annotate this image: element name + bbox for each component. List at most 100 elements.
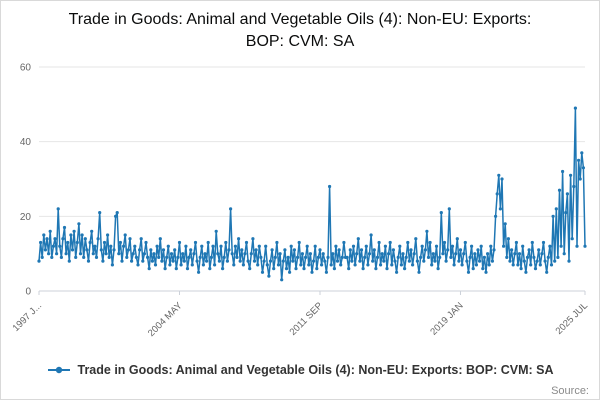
data-point-marker	[217, 259, 221, 263]
data-point-marker	[246, 259, 250, 263]
data-point-marker	[551, 214, 555, 218]
data-point-marker	[492, 248, 496, 252]
data-point-marker	[457, 259, 461, 263]
data-point-marker	[120, 259, 124, 263]
y-axis-tick-label: 40	[20, 137, 32, 148]
data-point-marker	[318, 248, 322, 252]
data-point-marker	[300, 252, 304, 256]
data-point-marker	[326, 255, 330, 259]
data-point-marker	[516, 263, 520, 267]
data-point-marker	[179, 263, 183, 267]
data-point-marker	[347, 267, 351, 271]
data-point-marker	[366, 263, 370, 267]
data-point-marker	[503, 222, 507, 226]
data-point-marker	[479, 244, 483, 248]
data-point-marker	[192, 252, 196, 256]
data-point-marker	[78, 252, 83, 256]
data-point-marker	[345, 255, 349, 259]
data-point-marker	[517, 252, 522, 256]
data-point-marker	[573, 106, 578, 110]
data-point-marker	[511, 263, 515, 267]
data-point-marker	[292, 248, 296, 252]
data-point-marker	[575, 244, 579, 248]
data-point-marker	[104, 252, 108, 256]
data-point-marker	[390, 263, 394, 267]
data-point-marker	[339, 263, 343, 267]
data-point-marker	[423, 248, 427, 252]
data-point-marker	[308, 252, 312, 256]
data-point-marker	[328, 184, 332, 189]
data-point-marker	[235, 255, 239, 259]
x-axis-tick-label: 1997 J...	[11, 300, 45, 334]
data-point-marker	[240, 248, 244, 252]
legend[interactable]: Trade in Goods: Animal and Vegetable Oil…	[1, 363, 599, 377]
data-point-marker	[481, 267, 485, 271]
data-point-marker	[198, 255, 202, 259]
data-point-marker	[304, 255, 308, 259]
data-point-marker	[468, 255, 472, 259]
data-point-marker	[323, 259, 327, 263]
data-point-marker	[572, 184, 576, 189]
data-point-marker	[273, 255, 277, 259]
data-point-marker	[454, 252, 458, 256]
data-point-marker	[102, 240, 107, 245]
data-point-marker	[281, 259, 285, 263]
data-point-marker	[195, 259, 199, 263]
data-point-marker	[305, 244, 309, 248]
data-point-marker	[342, 240, 346, 245]
data-point-marker	[514, 240, 519, 245]
data-point-marker	[385, 267, 389, 271]
data-point-marker	[569, 173, 573, 177]
data-point-marker	[37, 259, 41, 263]
data-point-marker	[474, 263, 478, 267]
data-point-marker	[138, 248, 142, 252]
data-point-marker	[335, 259, 340, 263]
data-point-marker	[284, 267, 289, 271]
data-point-marker	[296, 255, 300, 259]
data-point-marker	[173, 248, 177, 252]
data-point-marker	[209, 255, 213, 259]
data-point-marker	[545, 270, 549, 274]
data-point-marker	[115, 211, 119, 215]
data-point-marker	[497, 173, 501, 177]
data-point-marker	[70, 248, 75, 252]
data-point-marker	[208, 267, 212, 271]
data-point-marker	[489, 244, 493, 248]
data-point-marker	[395, 270, 399, 274]
data-point-marker	[538, 263, 542, 267]
data-point-marker	[498, 207, 502, 211]
data-point-marker	[564, 211, 568, 215]
data-point-marker	[348, 248, 352, 252]
data-point-marker	[580, 151, 584, 155]
data-point-marker	[288, 270, 292, 274]
data-point-marker	[169, 252, 174, 256]
data-point-marker	[149, 248, 153, 252]
data-point-marker	[470, 244, 474, 248]
data-point-marker	[272, 267, 276, 271]
data-point-marker	[114, 214, 118, 218]
data-point-marker	[238, 259, 242, 263]
data-point-marker	[447, 207, 451, 211]
chart-svg[interactable]: 0 20 40 60 1997 J... 2004 MAY 2011 SEP 2019 JAN…	[1, 53, 600, 353]
data-point-marker	[441, 252, 445, 256]
data-point-marker	[449, 255, 453, 259]
data-point-marker	[417, 270, 421, 274]
data-point-marker	[62, 225, 67, 230]
legend-item-label[interactable]: Trade in Goods: Animal and Vegetable Oil…	[77, 363, 554, 377]
x-axis-tick-label: 2019 JAN	[428, 300, 465, 337]
data-point-marker	[383, 244, 387, 248]
data-point-marker	[193, 240, 198, 245]
data-point-marker	[476, 248, 480, 252]
data-point-marker	[561, 169, 565, 174]
data-point-marker	[45, 237, 49, 241]
data-point-marker	[465, 259, 469, 263]
data-point-marker	[206, 240, 210, 245]
data-point-marker	[553, 259, 557, 263]
data-point-marker	[101, 259, 105, 263]
data-point-marker	[75, 240, 79, 245]
data-point-marker	[567, 259, 571, 263]
data-point-marker	[462, 252, 466, 256]
data-point-marker	[64, 252, 68, 256]
data-point-marker	[463, 240, 467, 245]
data-point-marker	[106, 233, 110, 237]
